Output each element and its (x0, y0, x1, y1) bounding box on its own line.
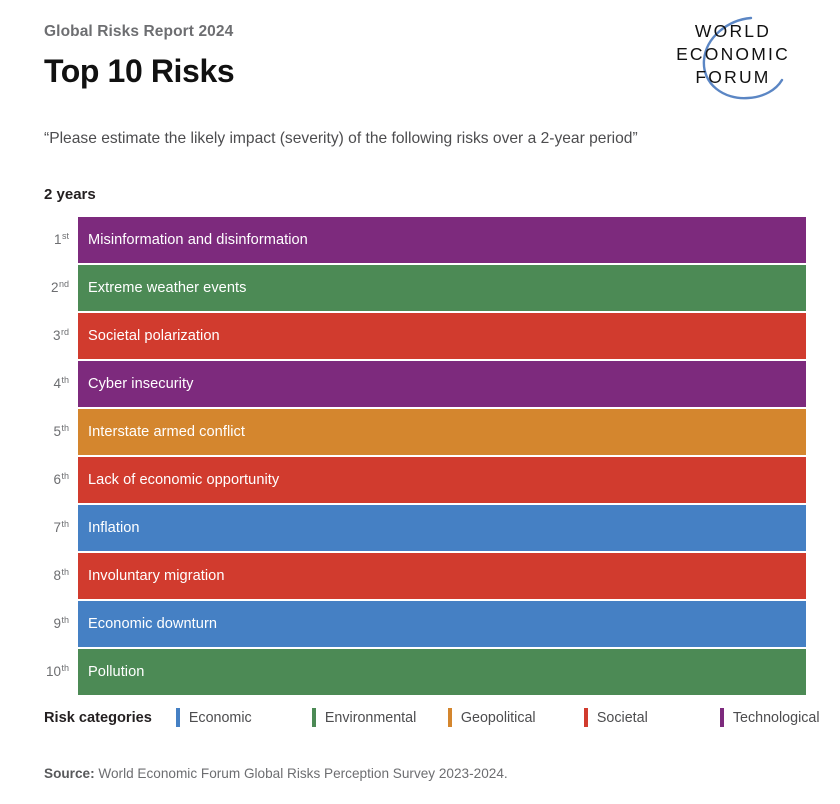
legend-swatch-icon (447, 708, 452, 727)
rank-number: 3 (52, 328, 61, 344)
rank-number: 2 (50, 280, 59, 296)
legend-item-label: Societal (596, 709, 648, 726)
source-prefix: Source: (44, 766, 95, 781)
legend-item[interactable]: Economic (175, 708, 312, 727)
legend: Risk categories Economic Environmental Geo… (44, 708, 824, 727)
legend-item[interactable]: Societal (583, 708, 720, 727)
rank-ordinal-suffix: st (61, 230, 69, 241)
header: Global Risks Report 2024 Top 10 Risks (44, 22, 644, 91)
rank-number: 4 (53, 376, 61, 392)
risk-bar[interactable]: Societal polarization (78, 313, 806, 359)
risk-bar[interactable]: Economic downturn (78, 601, 806, 647)
risk-bar[interactable]: Cyber insecurity (78, 361, 806, 407)
rank-number: 6 (53, 472, 61, 488)
risk-bar-label: Misinformation and disinformation (88, 232, 308, 248)
risk-bar[interactable]: Pollution (78, 649, 806, 695)
risk-bar-label: Lack of economic opportunity (88, 472, 280, 488)
report-eyebrow: Global Risks Report 2024 (44, 23, 234, 40)
source-text: World Economic Forum Global Risks Percep… (94, 766, 508, 781)
risk-bar[interactable]: Involuntary migration (78, 553, 806, 599)
risk-bar-label: Interstate armed conflict (88, 424, 245, 440)
legend-item[interactable]: Geopolitical (447, 708, 584, 727)
rank-ordinal-suffix: rd (60, 326, 69, 337)
rank-ordinal-suffix: th (61, 662, 69, 673)
wef-logo-line-3: FORUM (695, 67, 770, 87)
world-economic-forum-logo: WORLD ECONOMIC FORUM (658, 12, 808, 108)
risk-bar-label: Inflation (88, 520, 140, 536)
rank-ordinal-suffix: th (61, 614, 69, 625)
legend-swatch-icon (311, 708, 316, 727)
rank-number: 8 (53, 568, 61, 584)
legend-item[interactable]: Technological (719, 708, 840, 727)
rank-ordinal-suffix: th (61, 470, 69, 481)
rank-ordinal-suffix: nd (58, 278, 69, 289)
rank-ordinal-suffix: th (61, 566, 69, 577)
rank-ordinal-suffix: th (61, 518, 69, 529)
risk-bar-label: Economic downturn (88, 616, 218, 632)
source-note: Source: World Economic Forum Global Risk… (44, 765, 508, 783)
risk-bar[interactable]: Interstate armed conflict (78, 409, 806, 455)
risk-bar-label: Pollution (88, 664, 145, 680)
rank-number: 10 (45, 664, 61, 680)
wef-logo-svg: WORLD ECONOMIC FORUM (676, 16, 790, 100)
legend-swatch-icon (583, 708, 588, 727)
legend-swatch-icon (175, 708, 180, 727)
risk-bar[interactable]: Inflation (78, 505, 806, 551)
risk-bar-label: Cyber insecurity (88, 376, 194, 392)
risk-bar[interactable]: Lack of economic opportunity (78, 457, 806, 503)
wef-logo-line-2: ECONOMIC (676, 44, 790, 64)
legend-items: Economic Environmental Geopolitical Societa… (175, 708, 840, 727)
page-title: Top 10 Risks (44, 53, 235, 89)
rank-ordinal-suffix: th (61, 374, 69, 385)
rank-number: 7 (53, 520, 61, 536)
legend-item[interactable]: Environmental (311, 708, 448, 727)
risk-bar-label: Societal polarization (88, 328, 220, 344)
rank-ordinal-suffix: th (61, 422, 69, 433)
wef-logo-line-1: WORLD (695, 21, 771, 41)
risk-bar[interactable]: Misinformation and disinformation (78, 217, 806, 263)
rank-number: 1 (53, 232, 62, 248)
legend-item-label: Technological (732, 709, 820, 726)
risk-bar[interactable]: Extreme weather events (78, 265, 806, 311)
legend-item-label: Environmental (324, 709, 417, 726)
legend-title: Risk categories (44, 709, 152, 726)
legend-swatch-icon (719, 708, 724, 727)
legend-item-label: Economic (188, 709, 252, 726)
risk-bar-label: Extreme weather events (88, 280, 247, 296)
legend-item-label: Geopolitical (460, 709, 536, 726)
rank-number: 9 (53, 616, 61, 632)
section-label-2-years: 2 years (44, 186, 96, 203)
wef-arc-icon (702, 16, 784, 100)
rank-number: 5 (53, 424, 61, 440)
risk-bar-label: Involuntary migration (88, 568, 225, 584)
survey-question: “Please estimate the likely impact (seve… (44, 130, 638, 147)
